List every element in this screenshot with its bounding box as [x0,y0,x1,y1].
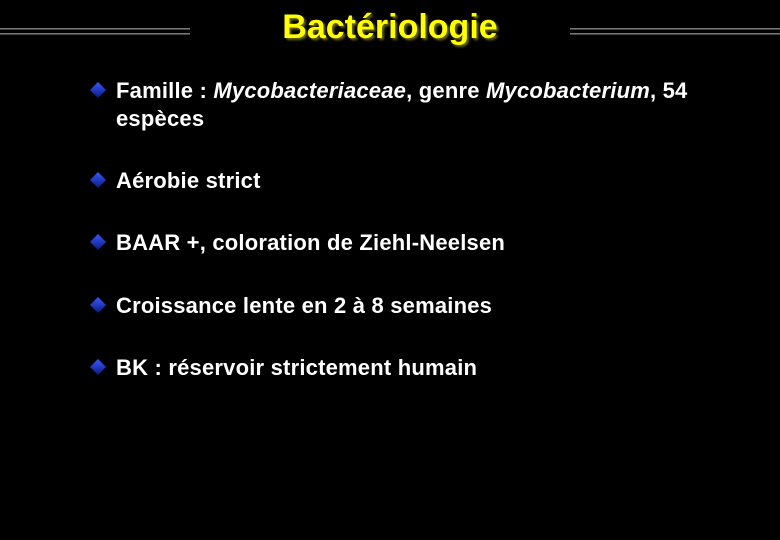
plain-text: , genre [406,78,486,103]
bullet-text: BK : réservoir strictement humain [116,354,477,382]
slide-header: Bactériologie [0,0,780,47]
diamond-bullet-icon [90,359,106,375]
slide-body: Famille : Mycobacteriaceae, genre Mycoba… [0,47,780,382]
italic-text: Mycobacteriaceae [213,78,406,103]
diamond-bullet-icon [90,82,106,98]
plain-text: BAAR +, coloration de Ziehl-Neelsen [116,230,505,255]
bullet-item: BAAR +, coloration de Ziehl-Neelsen [90,229,740,257]
diamond-bullet-icon [90,172,106,188]
bullet-text: Croissance lente en 2 à 8 semaines [116,292,492,320]
bullet-item: BK : réservoir strictement humain [90,354,740,382]
bullet-text: Famille : Mycobacteriaceae, genre Mycoba… [116,77,740,133]
bullet-item: Croissance lente en 2 à 8 semaines [90,292,740,320]
title-rule-left [0,28,190,35]
slide-title: Bactériologie [270,8,509,47]
plain-text: BK : réservoir strictement humain [116,355,477,380]
diamond-bullet-icon [90,297,106,313]
plain-text: Famille : [116,78,213,103]
italic-text: Mycobacterium [486,78,650,103]
bullet-text: Aérobie strict [116,167,261,195]
plain-text: Aérobie strict [116,168,261,193]
title-rule-right [570,28,780,35]
bullet-item: Aérobie strict [90,167,740,195]
diamond-bullet-icon [90,234,106,250]
bullet-text: BAAR +, coloration de Ziehl-Neelsen [116,229,505,257]
bullet-item: Famille : Mycobacteriaceae, genre Mycoba… [90,77,740,133]
plain-text: Croissance lente en 2 à 8 semaines [116,293,492,318]
